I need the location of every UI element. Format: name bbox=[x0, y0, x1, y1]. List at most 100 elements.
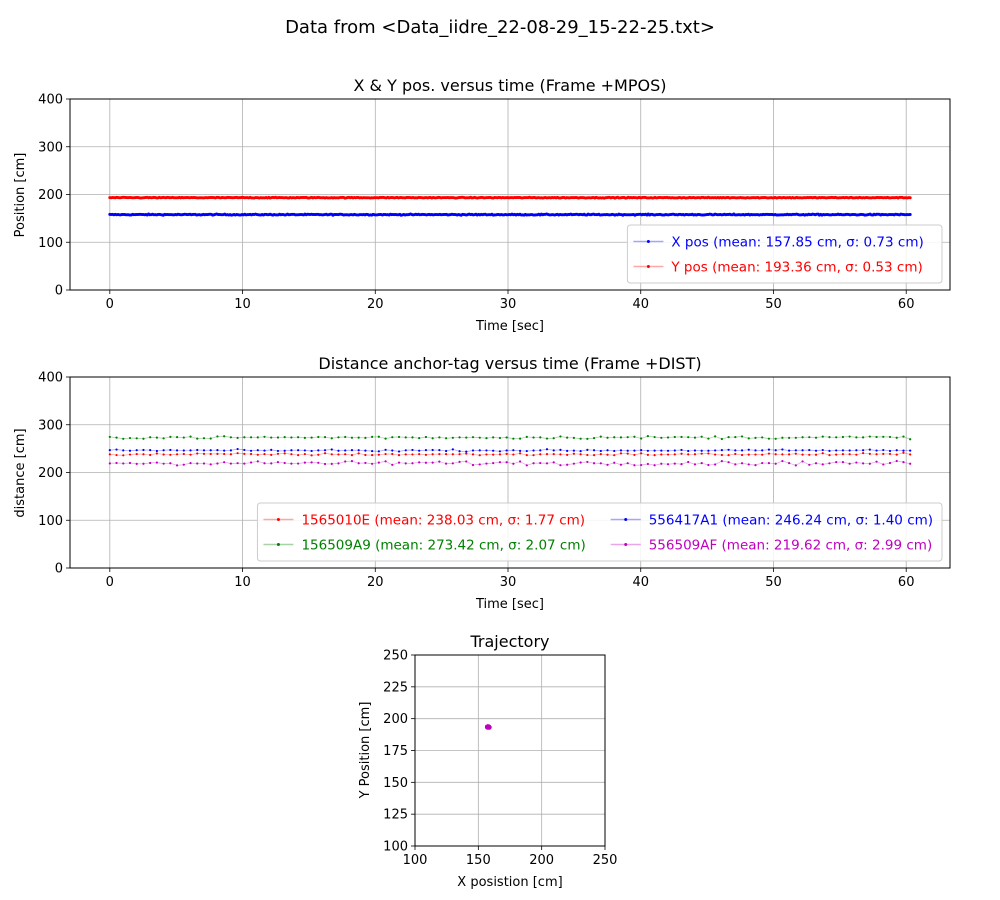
figure-title: Data from <Data_iidre_22-08-29_15-22-25.… bbox=[285, 17, 715, 38]
y-tick-label: 400 bbox=[38, 371, 63, 386]
data-point bbox=[734, 435, 737, 439]
data-point bbox=[317, 435, 320, 439]
data-point bbox=[290, 462, 293, 465]
data-point bbox=[875, 435, 878, 439]
data-point bbox=[256, 449, 259, 452]
data-point bbox=[882, 463, 885, 466]
data-point bbox=[572, 452, 575, 455]
data-point bbox=[317, 449, 320, 452]
data-point bbox=[714, 453, 717, 456]
data-point bbox=[566, 436, 569, 439]
data-point bbox=[747, 448, 750, 451]
data-point bbox=[371, 453, 374, 457]
data-point bbox=[700, 452, 703, 455]
data-point bbox=[908, 213, 912, 217]
data-point bbox=[108, 453, 111, 456]
data-point bbox=[909, 449, 912, 452]
data-point bbox=[431, 437, 434, 440]
data-point bbox=[465, 450, 468, 453]
data-point bbox=[673, 435, 676, 439]
data-point bbox=[754, 436, 757, 439]
data-point bbox=[223, 449, 226, 452]
data-point bbox=[788, 462, 791, 465]
data-point bbox=[801, 449, 804, 452]
data-point bbox=[115, 436, 118, 439]
data-point bbox=[687, 449, 690, 453]
data-point bbox=[835, 436, 838, 439]
data-point bbox=[256, 436, 259, 439]
data-point bbox=[216, 462, 219, 465]
data-point bbox=[418, 449, 421, 452]
data-point bbox=[640, 437, 643, 440]
data-point bbox=[814, 453, 818, 456]
data-point bbox=[579, 450, 582, 453]
data-point bbox=[270, 462, 273, 465]
data-point bbox=[371, 435, 374, 438]
data-point bbox=[633, 464, 636, 467]
data-point bbox=[640, 452, 643, 455]
data-point bbox=[155, 452, 158, 455]
data-point bbox=[714, 449, 717, 452]
data-point bbox=[424, 449, 428, 452]
data-point bbox=[391, 463, 394, 466]
data-point bbox=[391, 436, 394, 439]
data-point bbox=[256, 460, 259, 463]
data-point bbox=[579, 453, 582, 456]
data-point bbox=[276, 452, 280, 455]
data-point bbox=[606, 449, 609, 452]
legend-swatch-marker bbox=[646, 240, 650, 243]
data-point bbox=[303, 452, 306, 456]
data-point bbox=[788, 449, 791, 452]
data-point bbox=[882, 435, 885, 438]
data-point bbox=[895, 449, 898, 452]
data-point bbox=[660, 462, 663, 465]
data-point bbox=[754, 449, 757, 452]
data-point bbox=[862, 462, 865, 465]
series-line bbox=[109, 435, 911, 440]
data-point bbox=[310, 436, 313, 439]
data-point bbox=[734, 463, 737, 466]
data-point bbox=[364, 449, 367, 452]
data-point bbox=[606, 463, 609, 466]
data-point bbox=[135, 462, 138, 465]
data-point bbox=[767, 462, 771, 465]
series-line bbox=[109, 460, 911, 466]
data-point bbox=[377, 435, 380, 438]
data-point bbox=[559, 435, 562, 438]
data-point bbox=[835, 460, 838, 464]
data-point bbox=[814, 462, 818, 465]
data-point bbox=[344, 460, 347, 463]
data-point bbox=[445, 437, 448, 440]
data-point bbox=[606, 453, 609, 456]
y-tick-label: 0 bbox=[55, 562, 63, 577]
data-point bbox=[142, 453, 145, 456]
data-point bbox=[323, 452, 327, 455]
data-point bbox=[855, 453, 858, 456]
data-point bbox=[525, 435, 528, 438]
data-point bbox=[794, 464, 797, 467]
data-point bbox=[855, 449, 858, 452]
data-point bbox=[714, 463, 717, 466]
data-point bbox=[330, 448, 333, 451]
data-point bbox=[902, 435, 905, 438]
data-point bbox=[350, 454, 354, 457]
data-point bbox=[303, 449, 306, 452]
data-point bbox=[828, 436, 831, 439]
data-point bbox=[613, 449, 616, 453]
data-point bbox=[115, 448, 118, 451]
data-point bbox=[882, 448, 885, 452]
data-point bbox=[653, 464, 656, 467]
data-point bbox=[559, 453, 562, 456]
data-point bbox=[196, 452, 199, 455]
data-point bbox=[761, 449, 764, 452]
data-point bbox=[223, 435, 226, 438]
distance-chart-xlabel: Time [sec] bbox=[475, 597, 544, 612]
data-point bbox=[229, 462, 232, 465]
data-point bbox=[397, 454, 401, 457]
data-point bbox=[781, 436, 784, 439]
data-point bbox=[465, 460, 468, 463]
data-point bbox=[666, 453, 670, 456]
data-point bbox=[734, 452, 737, 456]
data-point bbox=[552, 461, 555, 464]
data-point bbox=[572, 436, 575, 439]
